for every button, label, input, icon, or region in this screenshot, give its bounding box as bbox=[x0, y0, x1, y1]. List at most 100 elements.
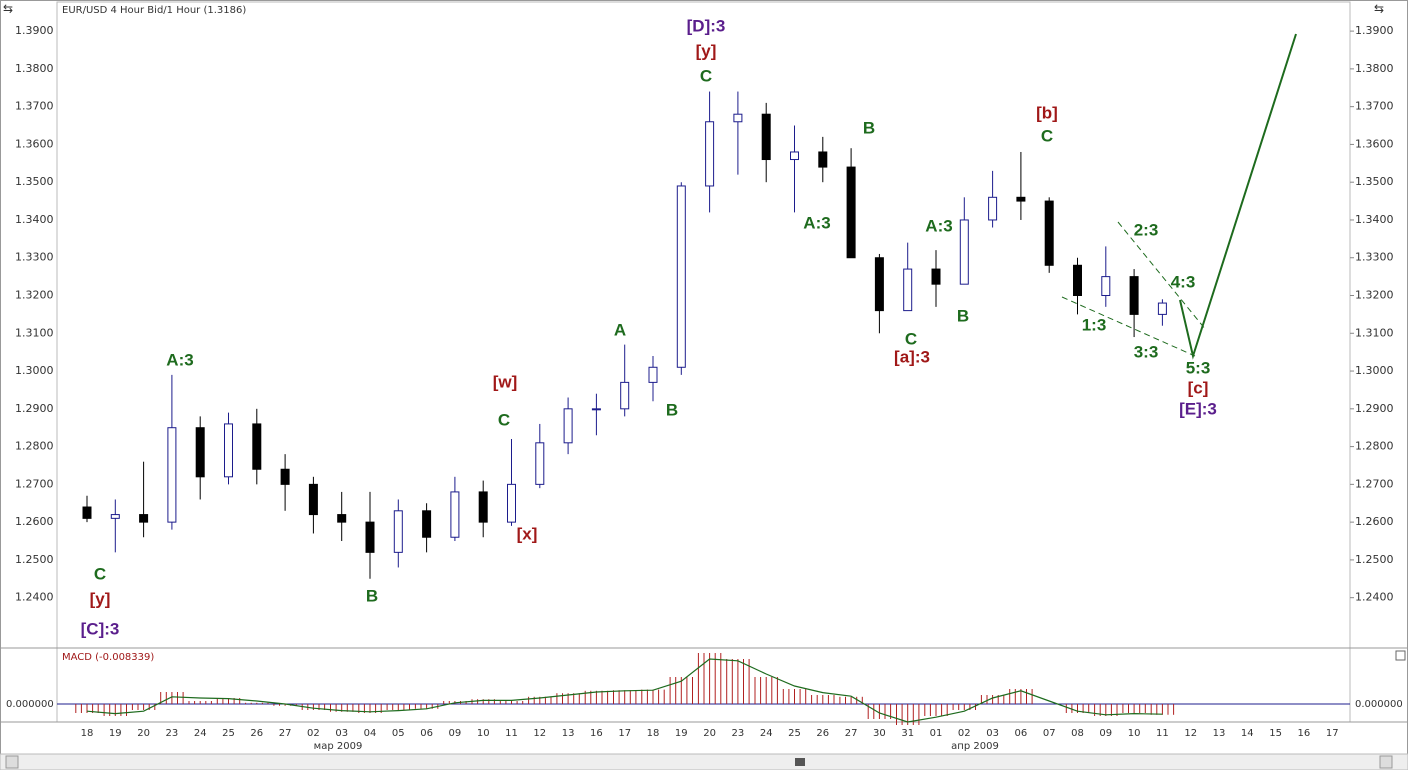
scroll-thumb[interactable] bbox=[795, 758, 805, 766]
y-tick-label: 1.3300 bbox=[15, 251, 54, 264]
x-tick-label: 27 bbox=[279, 728, 292, 739]
wave-label: [D]:3 bbox=[687, 16, 726, 35]
macd-title: MACD (-0.008339) bbox=[62, 652, 154, 663]
x-tick-label: 26 bbox=[250, 728, 263, 739]
x-tick-label: 06 bbox=[420, 728, 433, 739]
y-tick-label: 1.3600 bbox=[15, 137, 54, 150]
candle-body bbox=[1101, 276, 1111, 297]
x-tick-label: 13 bbox=[562, 728, 575, 739]
x-tick-label: 03 bbox=[335, 728, 348, 739]
scroll-right[interactable] bbox=[1379, 755, 1393, 769]
candle-body bbox=[252, 423, 262, 470]
x-tick-label: 05 bbox=[392, 728, 405, 739]
x-tick-label: 25 bbox=[222, 728, 235, 739]
wave-label: B bbox=[863, 118, 875, 137]
y-tick-label: 1.2700 bbox=[1355, 477, 1394, 490]
y-tick-label: 1.2400 bbox=[15, 591, 54, 604]
x-tick-label: 01 bbox=[930, 728, 943, 739]
candle-body bbox=[761, 113, 771, 161]
y-tick-label: 1.3300 bbox=[1355, 251, 1394, 264]
y-tick-label: 1.2800 bbox=[1355, 440, 1394, 453]
x-tick-label: 19 bbox=[675, 728, 688, 739]
y-tick-label: 1.3800 bbox=[1355, 62, 1394, 75]
y-tick-label: 1.3200 bbox=[1355, 289, 1394, 302]
wave-label: B bbox=[957, 306, 969, 325]
wave-label: A bbox=[614, 320, 626, 339]
y-tick-label: 1.3400 bbox=[1355, 213, 1394, 226]
candle-body bbox=[591, 408, 601, 411]
candle-body bbox=[790, 151, 799, 161]
x-tick-label: 31 bbox=[901, 728, 914, 739]
x-tick-label: 07 bbox=[1043, 728, 1056, 739]
x-tick-label: 12 bbox=[533, 728, 546, 739]
y-tick-label: 1.2500 bbox=[15, 553, 54, 566]
x-tick-label: 18 bbox=[647, 728, 660, 739]
wave-label: [c] bbox=[1188, 378, 1209, 397]
wave-label: [y] bbox=[696, 41, 717, 60]
scrollbar[interactable] bbox=[0, 753, 1408, 770]
x-tick-label: 02 bbox=[958, 728, 971, 739]
wave-label: C bbox=[498, 410, 510, 429]
candle-body bbox=[507, 483, 516, 523]
scroll-left[interactable] bbox=[5, 755, 19, 769]
icon[interactable]: ⇆ bbox=[1374, 2, 1384, 16]
y-tick-label: 0.000000 bbox=[1355, 699, 1403, 710]
x-tick-label: 17 bbox=[618, 728, 631, 739]
candle-body bbox=[733, 113, 743, 123]
close-button[interactable] bbox=[1395, 650, 1406, 661]
x-tick-label: 18 bbox=[81, 728, 94, 739]
wave-label: 5:3 bbox=[1186, 358, 1211, 377]
candle-body bbox=[1044, 200, 1054, 266]
x-tick-label: 23 bbox=[166, 728, 179, 739]
candle-body bbox=[224, 423, 233, 478]
wave-label: A:3 bbox=[166, 350, 193, 369]
x-tick-label: 20 bbox=[137, 728, 150, 739]
wave-label: 4:3 bbox=[1171, 272, 1196, 291]
x-tick-label: 23 bbox=[732, 728, 745, 739]
wave-label: 3:3 bbox=[1134, 342, 1159, 361]
x-tick-label: 27 bbox=[845, 728, 858, 739]
wave-label: C bbox=[905, 329, 917, 348]
candle-body bbox=[280, 468, 290, 485]
candle-body bbox=[1016, 196, 1026, 202]
candle-body bbox=[563, 408, 573, 444]
wave-label: A:3 bbox=[803, 213, 830, 232]
candle-body bbox=[1157, 302, 1167, 315]
candle-body bbox=[846, 166, 856, 259]
wave-label: [b] bbox=[1036, 103, 1058, 122]
y-tick-label: 1.2700 bbox=[15, 477, 54, 490]
candle-body bbox=[393, 510, 403, 553]
y-tick-label: 1.2600 bbox=[15, 515, 54, 528]
wave-label: C bbox=[1041, 126, 1053, 145]
x-tick-label: 09 bbox=[449, 728, 462, 739]
wave-label: [x] bbox=[517, 524, 538, 543]
candle-body bbox=[450, 491, 460, 538]
y-tick-label: 1.3100 bbox=[15, 326, 54, 339]
y-tick-label: 1.2800 bbox=[15, 440, 54, 453]
y-tick-label: 1.3400 bbox=[15, 213, 54, 226]
wave-label: B bbox=[366, 586, 378, 605]
x-tick-label: 16 bbox=[1298, 728, 1311, 739]
icon[interactable]: ⇆ bbox=[3, 2, 13, 16]
x-tick-label: 30 bbox=[873, 728, 886, 739]
y-tick-label: 1.2600 bbox=[1355, 515, 1394, 528]
candle-body bbox=[167, 427, 177, 523]
candle-body bbox=[648, 366, 658, 383]
wave-label: [y] bbox=[90, 589, 111, 608]
candle-body bbox=[620, 381, 630, 410]
candle-body bbox=[308, 483, 318, 516]
y-tick-label: 1.3600 bbox=[1355, 137, 1394, 150]
x-tick-label: 10 bbox=[1128, 728, 1141, 739]
candle-body bbox=[988, 196, 998, 221]
x-tick-label: 16 bbox=[590, 728, 603, 739]
x-tick-label: 06 bbox=[1015, 728, 1028, 739]
signal-line bbox=[86, 658, 1163, 723]
y-tick-label: 1.3200 bbox=[15, 289, 54, 302]
candle-body bbox=[535, 442, 545, 485]
x-tick-label: 08 bbox=[1071, 728, 1084, 739]
wave-label: C bbox=[94, 564, 106, 583]
x-tick-label: 11 bbox=[1156, 728, 1169, 739]
y-tick-label: 1.3900 bbox=[15, 24, 54, 37]
y-tick-label: 1.3100 bbox=[1355, 326, 1394, 339]
